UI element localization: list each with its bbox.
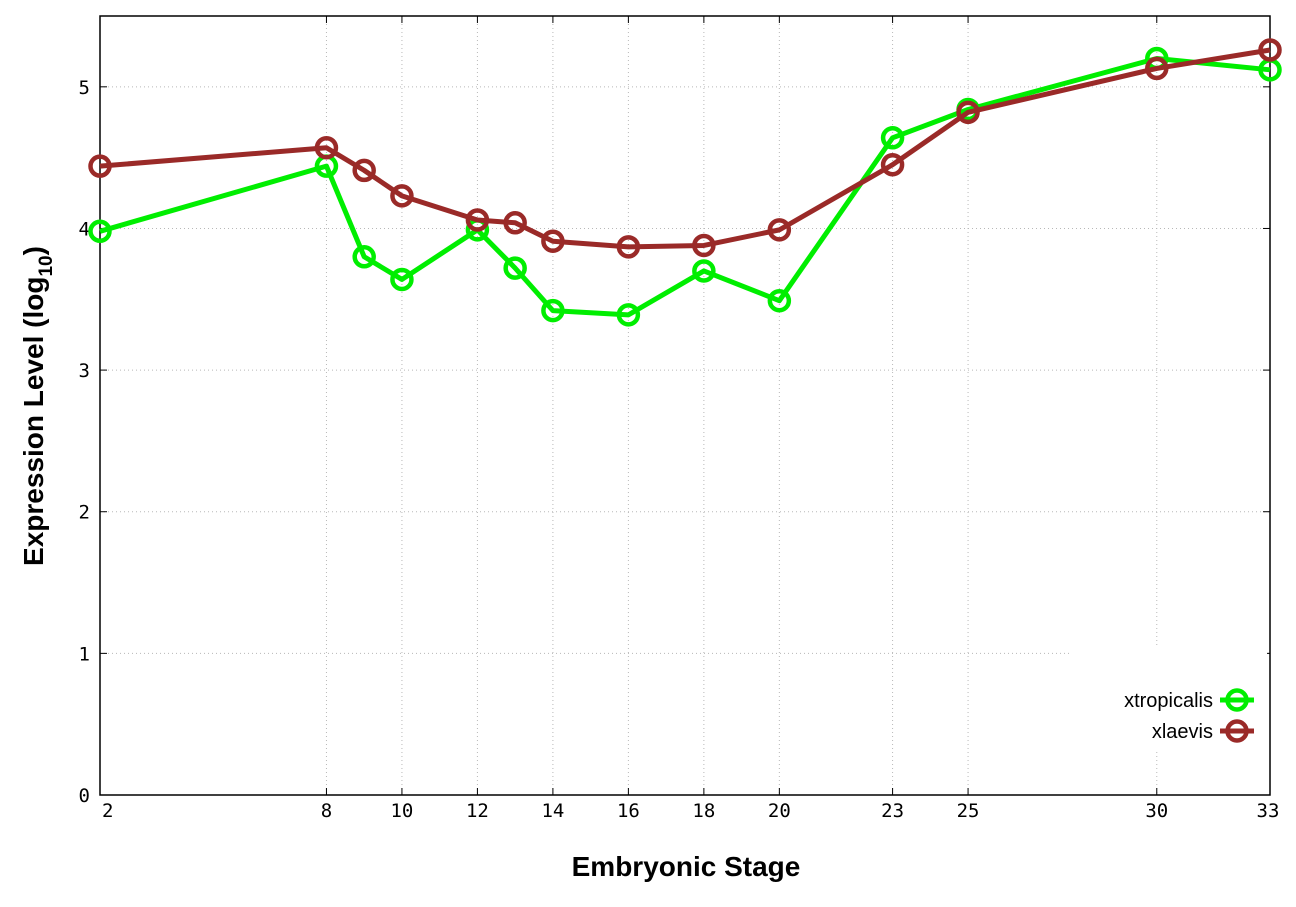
y-tick-label: 2	[79, 502, 90, 524]
x-tick-label: 10	[390, 800, 413, 822]
x-tick-label: 16	[617, 800, 640, 822]
data-point-xtropicalis	[767, 288, 792, 313]
x-axis-title: Embryonic Stage	[572, 851, 801, 882]
plot-frame	[99, 15, 1271, 796]
data-point-xlaevis	[956, 100, 980, 125]
data-point-xlaevis	[767, 218, 792, 242]
x-tick-labels: 2 8 10 12 14 16 18 20 23 25 30 33	[102, 800, 1279, 822]
y-axis-title: Expression Level (log10)	[18, 246, 57, 566]
data-point-xtropicalis	[503, 256, 527, 280]
y-tick-labels: 0 1 2 3 4 5	[79, 77, 90, 807]
data-point-xlaevis	[314, 135, 339, 160]
y-tick-label: 3	[79, 360, 90, 382]
data-point-xlaevis	[1258, 38, 1282, 62]
data-point-xlaevis	[1145, 56, 1169, 81]
series-line-xtropicalis	[99, 55, 1271, 318]
data-point-xtropicalis	[541, 298, 565, 323]
x-tick-label: 2	[102, 800, 113, 822]
data-point-xlaevis	[352, 158, 376, 183]
series-group	[88, 38, 1282, 327]
data-point-xtropicalis	[352, 245, 376, 269]
x-tick-label: 14	[541, 800, 564, 822]
x-tick-label: 30	[1145, 800, 1168, 822]
data-point-xlaevis	[88, 154, 112, 178]
data-point-xlaevis	[880, 152, 905, 177]
legend-label-xlaevis: xlaevis	[1152, 721, 1213, 743]
y-tick-label: 4	[79, 218, 90, 240]
data-point-xtropicalis	[692, 259, 716, 283]
data-point-xtropicalis	[390, 267, 414, 292]
data-point-xlaevis	[692, 233, 716, 258]
x-tick-label: 12	[466, 800, 489, 822]
series-line-xlaevis	[99, 47, 1271, 250]
y-tick-label: 5	[79, 77, 90, 99]
x-tick-label: 8	[321, 800, 332, 822]
legend-marker-xtropicalis	[1225, 688, 1249, 712]
x-tick-label: 33	[1257, 800, 1280, 822]
x-tick-label: 20	[768, 800, 791, 822]
y-tick-label: 0	[79, 785, 90, 807]
x-tick-label: 18	[692, 800, 715, 822]
data-point-xtropicalis	[880, 126, 905, 150]
legend-label-xtropicalis: xtropicalis	[1124, 690, 1213, 712]
data-point-xlaevis	[465, 208, 490, 232]
data-point-xtropicalis	[616, 303, 641, 327]
grid-lines	[100, 16, 1270, 795]
legend: xtropicalis xlaevis	[1072, 645, 1267, 750]
data-point-xlaevis	[503, 211, 527, 235]
data-point-xlaevis	[390, 184, 414, 208]
data-point-xtropicalis	[88, 219, 112, 244]
x-tick-label: 23	[881, 800, 904, 822]
data-point-xlaevis	[541, 229, 565, 253]
x-tick-label: 25	[957, 800, 980, 822]
legend-marker-xlaevis	[1225, 719, 1249, 743]
y-tick-label: 1	[79, 643, 90, 665]
data-point-xlaevis	[616, 235, 641, 259]
